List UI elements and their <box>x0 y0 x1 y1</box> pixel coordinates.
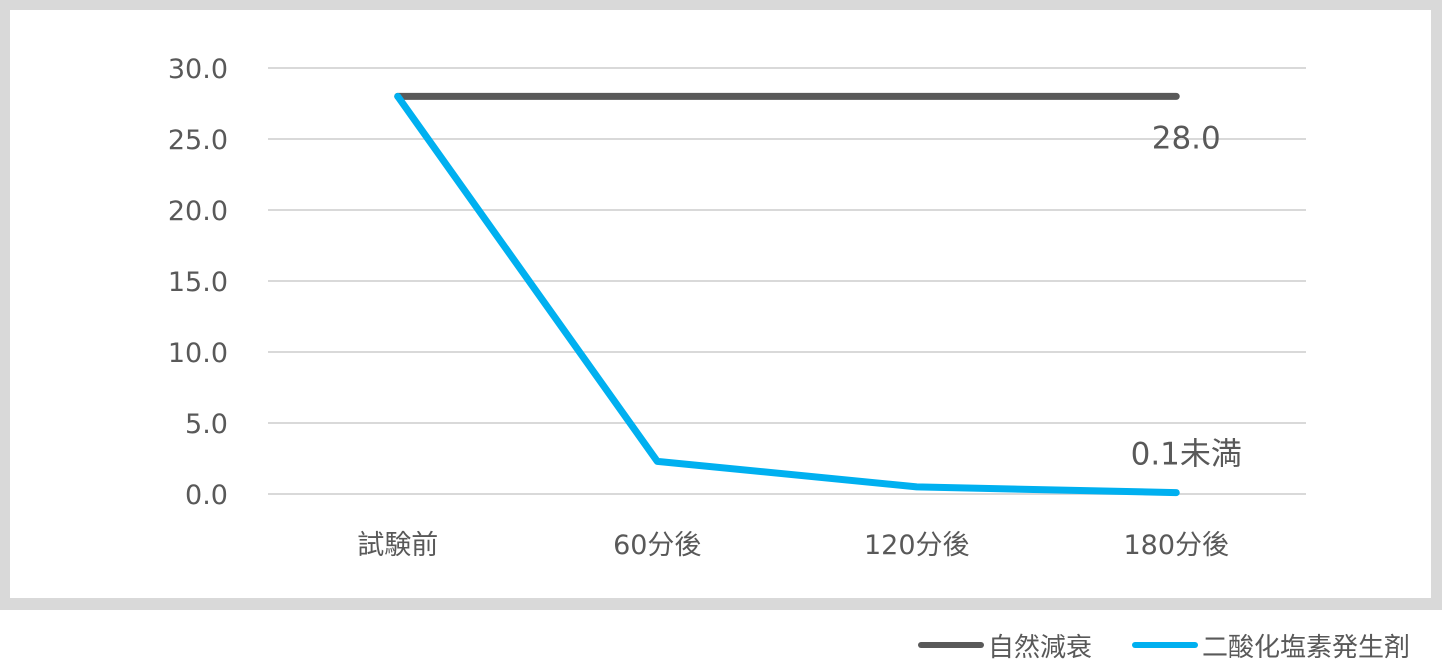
chart-area: 0.0 5.0 10.0 15.0 20.0 25.0 30.0 試験前 60分後 120分後 1… <box>10 10 1431 598</box>
data-label: 28.0 <box>1152 120 1221 156</box>
y-tick-label: 25.0 <box>168 125 228 156</box>
y-tick-label: 20.0 <box>168 196 228 227</box>
chart-frame: 0.0 5.0 10.0 15.0 20.0 25.0 30.0 試験前 60分後 120分後 1… <box>0 0 1442 610</box>
y-tick-label: 30.0 <box>168 54 228 85</box>
legend-swatch-natural-decay <box>918 642 984 648</box>
gridlines <box>268 67 1306 495</box>
x-axis-category-labels: 試験前 60分後 120分後 180分後 <box>357 530 1229 561</box>
y-axis-tick-labels: 0.0 5.0 10.0 15.0 20.0 25.0 30.0 <box>168 54 228 511</box>
x-category-label: 60分後 <box>613 530 701 561</box>
data-labels: 28.0 0.1未満 <box>1131 120 1242 472</box>
y-tick-label: 15.0 <box>168 267 228 298</box>
legend-swatch-chlorine-dioxide <box>1132 642 1199 648</box>
x-category-label: 120分後 <box>864 530 970 561</box>
x-category-label: 試験前 <box>357 530 438 561</box>
y-tick-label: 10.0 <box>168 338 228 369</box>
series-line-chlorine-dioxide <box>394 92 1180 497</box>
y-tick-label: 5.0 <box>185 409 228 440</box>
y-tick-label: 0.0 <box>185 480 228 511</box>
series-lines <box>394 92 1180 497</box>
legend: 自然減衰 二酸化塩素発生剤 <box>918 628 1410 663</box>
line-chart: 0.0 5.0 10.0 15.0 20.0 25.0 30.0 試験前 60分後 120分後 1… <box>168 54 1306 561</box>
data-label: 0.1未満 <box>1131 437 1242 473</box>
x-category-label: 180分後 <box>1123 530 1229 561</box>
